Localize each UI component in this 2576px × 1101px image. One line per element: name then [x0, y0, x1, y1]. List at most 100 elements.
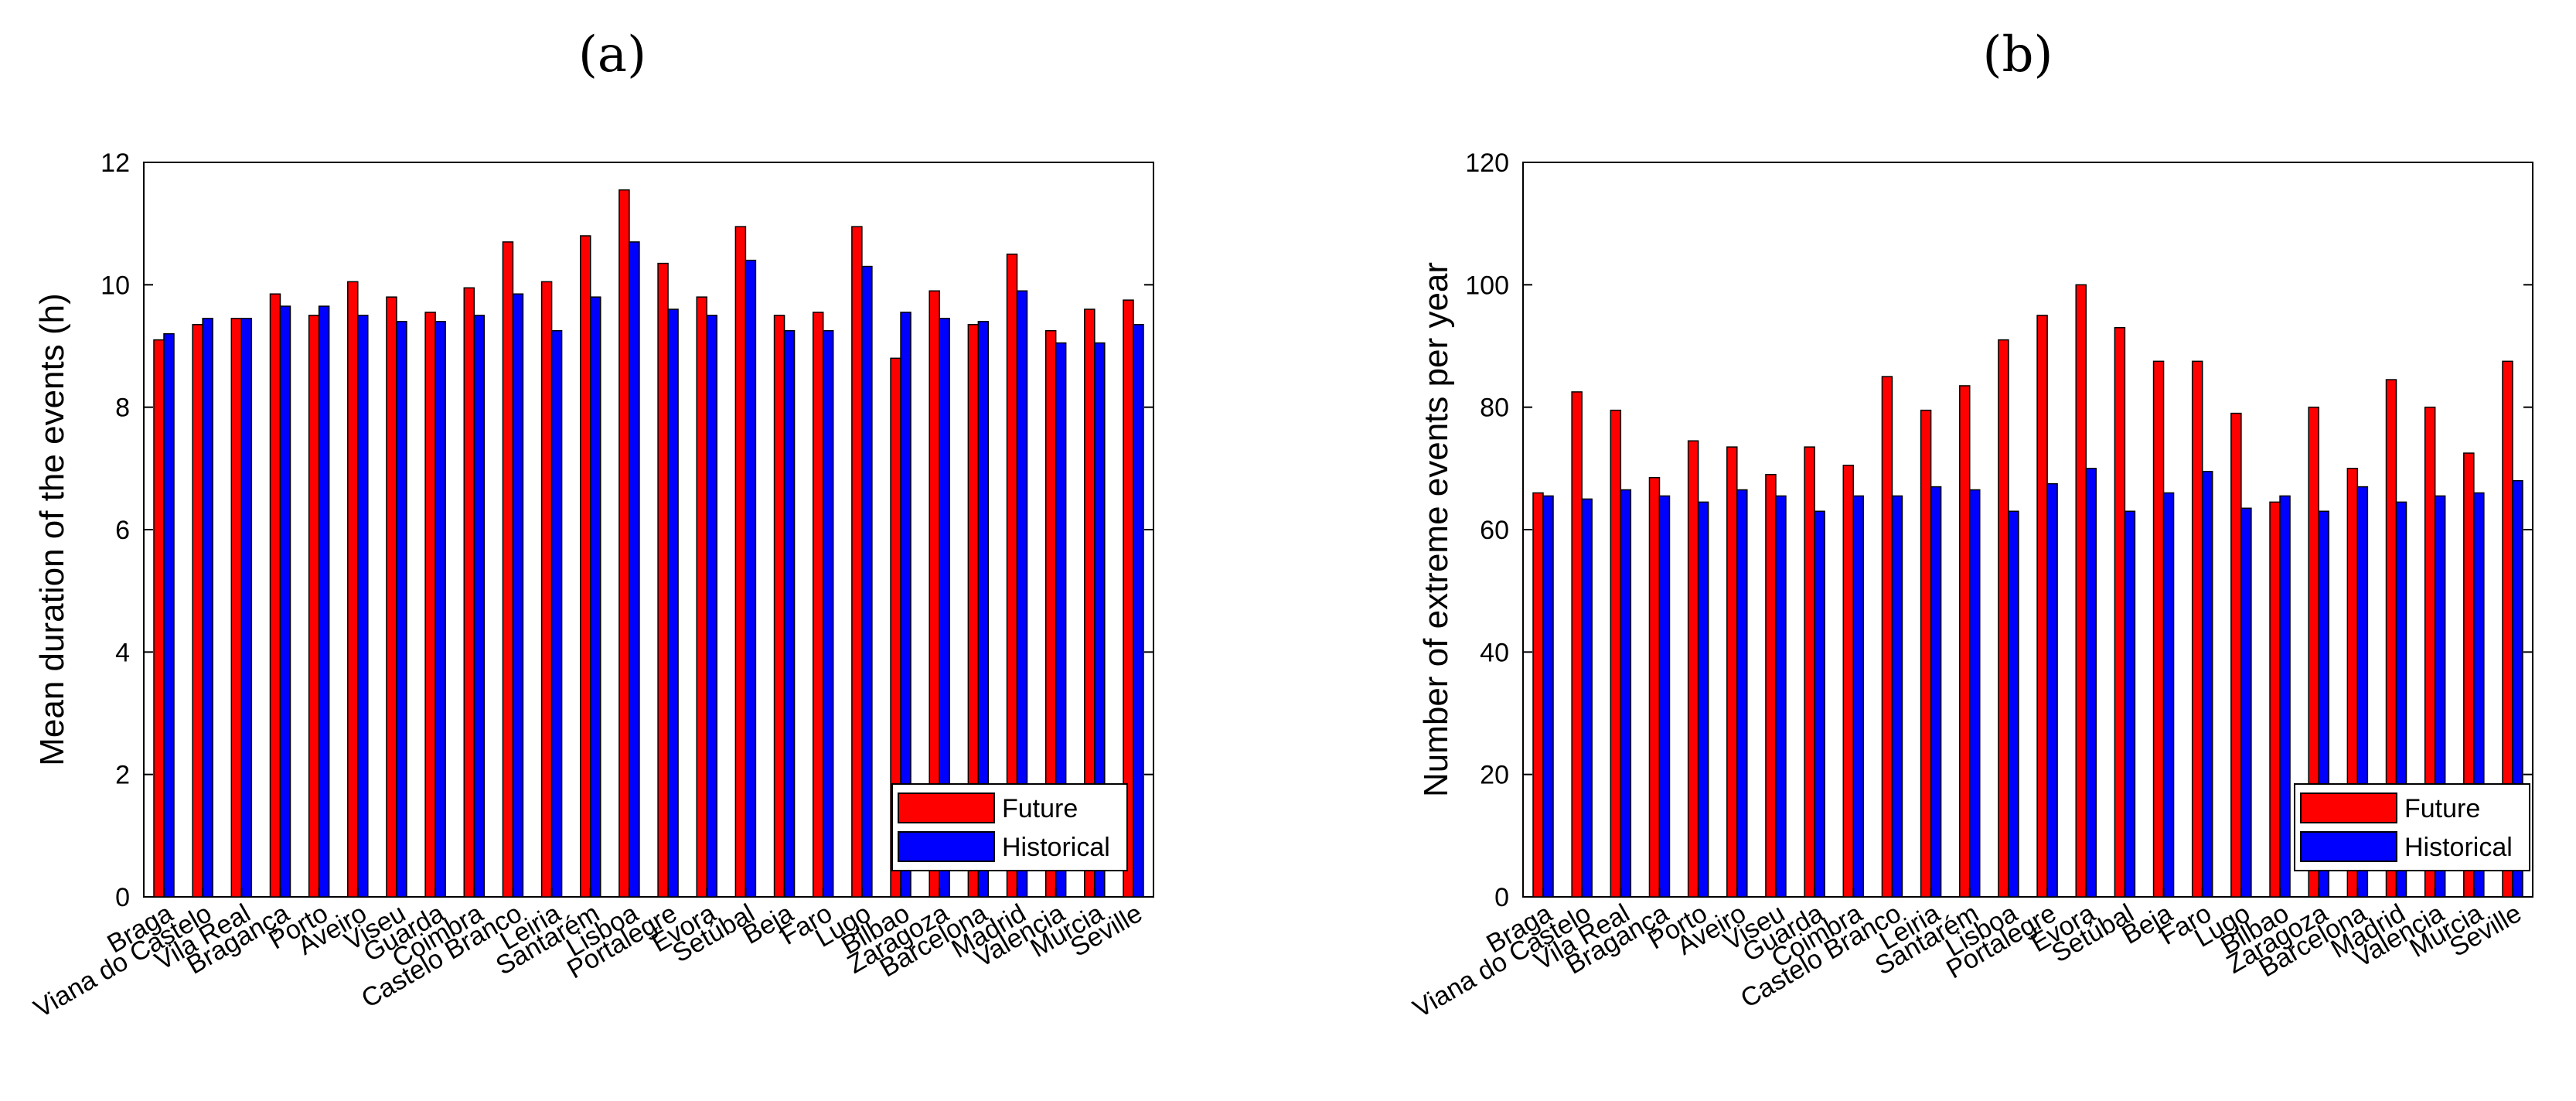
legend-swatch-future-b: [2300, 793, 2397, 823]
bar-historical-9: [1852, 495, 1865, 898]
bar-future-3: [1610, 409, 1622, 898]
bar-future-13: [1998, 339, 2009, 898]
y-tick-label: 80: [1480, 394, 1509, 423]
bar-historical-13: [2008, 510, 2019, 898]
y-tick-label: 12: [101, 148, 130, 178]
bar-historical-25: [1094, 342, 1106, 898]
bar-future-10: [1881, 376, 1893, 898]
bar-historical-4: [279, 305, 291, 898]
bar-historical-26: [1133, 324, 1144, 898]
bar-future-2: [1571, 391, 1583, 898]
y-tick-label: 20: [1480, 761, 1509, 790]
bar-historical-3: [240, 318, 253, 898]
bar-historical-5: [1697, 501, 1709, 898]
bar-historical-5: [318, 305, 330, 898]
bar-future-5: [308, 315, 320, 898]
bar-future-11: [1920, 409, 1932, 898]
legend-swatch-historical-b: [2300, 831, 2397, 862]
bar-historical-19: [2240, 507, 2252, 898]
y-tick-label: 60: [1480, 516, 1509, 545]
bar-future-19: [851, 226, 863, 898]
bar-historical-14: [667, 308, 679, 898]
bar-future-15: [2075, 284, 2087, 898]
bar-future-17: [2152, 360, 2165, 898]
bar-historical-2: [1581, 498, 1593, 898]
bar-future-1: [1532, 492, 1544, 898]
bar-future-3: [230, 318, 243, 898]
bar-future-10: [502, 241, 514, 898]
bar-future-13: [618, 189, 630, 898]
bars-b: [1532, 284, 2523, 898]
bar-future-15: [696, 296, 707, 898]
bar-historical-4: [1658, 495, 1671, 898]
legend-a: Future Historical: [891, 783, 1128, 871]
y-tick-label: 10: [101, 271, 130, 300]
bar-historical-20: [900, 312, 911, 898]
bar-future-5: [1687, 440, 1699, 898]
bar-historical-1: [163, 332, 175, 898]
bar-future-17: [773, 315, 785, 898]
bar-future-6: [347, 281, 359, 898]
bar-future-12: [1959, 385, 1971, 898]
legend-b: Future Historical: [2294, 783, 2530, 871]
bar-future-18: [2191, 360, 2203, 898]
bars-a: [153, 189, 1144, 898]
bar-future-7: [386, 296, 397, 898]
bar-future-8: [424, 312, 436, 898]
legend-label-future-a: Future: [1002, 794, 1078, 823]
bar-future-19: [2230, 412, 2242, 898]
y-tick-label: 100: [1465, 271, 1509, 300]
y-tick-label: 2: [115, 761, 130, 790]
y-tick-label: 6: [115, 516, 130, 545]
bar-historical-18: [2201, 471, 2213, 898]
y-ticks-b: 0 20 40 60 80 100 120: [1465, 148, 2533, 912]
bar-historical-8: [434, 321, 446, 898]
bar-historical-18: [822, 329, 834, 898]
y-tick-label: 120: [1465, 148, 1509, 178]
panel-label-a: (a): [578, 26, 646, 84]
bar-future-14: [657, 262, 669, 898]
bar-historical-2: [202, 318, 213, 898]
bar-future-9: [463, 287, 475, 898]
bar-future-6: [1726, 446, 1738, 898]
bar-historical-17: [783, 329, 796, 898]
bar-historical-21: [939, 318, 950, 898]
bar-historical-16: [2124, 510, 2136, 898]
bar-historical-10: [512, 293, 524, 898]
bar-historical-22: [977, 321, 990, 898]
bar-historical-13: [629, 241, 640, 898]
y-ticks-a: 0 2 4 6 8 10 12: [101, 148, 1153, 912]
bar-future-7: [1765, 474, 1777, 898]
bar-historical-11: [550, 329, 563, 898]
y-tick-label: 40: [1480, 638, 1509, 667]
bar-historical-8: [1814, 510, 1825, 898]
bar-historical-11: [1930, 486, 1942, 898]
bar-future-8: [1804, 446, 1815, 898]
legend-swatch-historical-a: [898, 831, 995, 862]
bar-historical-9: [473, 315, 486, 898]
panel-label-b: (b): [1983, 26, 2053, 84]
bar-future-18: [812, 312, 824, 898]
bar-historical-23: [1016, 290, 1028, 898]
bar-future-11: [540, 281, 553, 898]
bar-future-4: [269, 293, 281, 898]
legend-label-historical-b: Historical: [2404, 833, 2513, 862]
bar-historical-12: [590, 296, 601, 898]
chart-panel-b: (b) Number of extreme events per year 0 2…: [1408, 26, 2533, 1024]
y-axis-title-b: Number of extreme events per year: [1417, 262, 1455, 797]
bar-future-4: [1648, 476, 1661, 898]
bar-historical-20: [2279, 495, 2291, 898]
bar-historical-3: [1620, 489, 1632, 898]
bar-future-12: [580, 235, 591, 898]
bar-future-1: [153, 339, 165, 898]
y-tick-label: 0: [1494, 883, 1509, 912]
bar-historical-24: [1055, 342, 1067, 898]
bar-historical-1: [1542, 495, 1554, 898]
bar-future-9: [1842, 465, 1855, 898]
bar-historical-19: [861, 265, 873, 898]
bar-future-14: [2036, 315, 2048, 898]
y-axis-title-a: Mean duration of the events (h): [33, 293, 71, 765]
bar-historical-12: [1969, 489, 1981, 898]
